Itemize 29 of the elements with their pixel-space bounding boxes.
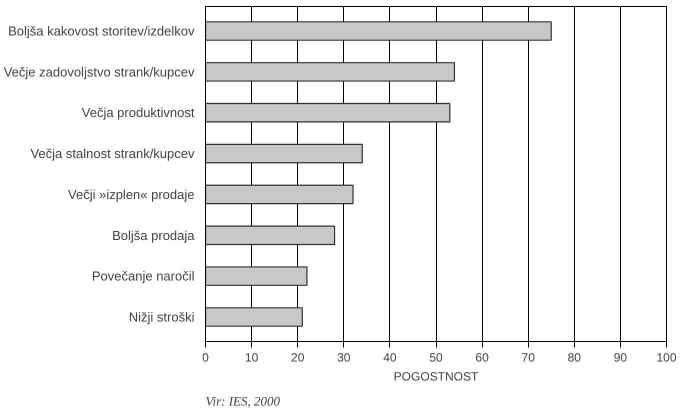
bar [206,62,456,82]
x-tick-label: 10 [244,350,259,364]
x-tick-label: 100 [656,350,677,364]
y-tick-label: Povečanje naročil [92,268,195,284]
text: Vir: IES, 2000 [206,394,280,408]
x-tick-label: 50 [429,350,443,364]
y-tick-label: Večje zadovoljstvo strank/kupcev [4,64,195,80]
y-tick-label: Boljša kakovost storitev/izdelkov [8,24,195,39]
x-tick-label: 60 [475,350,490,364]
y-tick-label: Večja stalnost strank/kupcev [30,146,195,162]
y-tick-label: Večji »izplen« prodaje [68,186,195,202]
x-tick-label: 30 [337,350,351,364]
x-tick-label: 40 [383,350,397,364]
bar [206,102,450,123]
x-tick-label: 70 [522,350,536,364]
x-axis-title: POGOSTNOST [394,370,480,384]
bar [206,144,363,164]
bar [206,266,308,286]
y-tick-label: Večja produktivnost [82,105,195,120]
bar [206,184,354,204]
y-tick-label: Boljša prodaja [112,228,196,243]
x-tick-label: 90 [614,350,628,364]
x-tick-label: 80 [568,350,582,364]
y-tick-label: Nižji stroški [128,309,195,324]
x-tick-label: 0 [202,350,210,364]
bar [206,225,336,246]
bar [206,21,552,41]
bar [206,307,303,327]
x-tick-label: 20 [291,350,305,364]
